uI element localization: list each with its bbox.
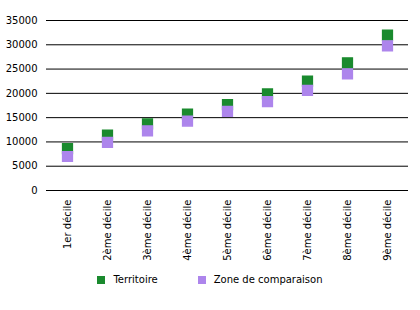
svg-text:2ème décile: 2ème décile — [102, 200, 113, 261]
svg-text:1er décile: 1er décile — [62, 200, 73, 250]
svg-text:9ème décile: 9ème décile — [382, 200, 393, 261]
svg-text:5000: 5000 — [12, 160, 37, 171]
svg-text:25000: 25000 — [6, 63, 38, 74]
svg-text:5ème décile: 5ème décile — [222, 200, 233, 261]
svg-text:15000: 15000 — [6, 112, 38, 123]
svg-text:30000: 30000 — [6, 39, 38, 50]
svg-text:8ème décile: 8ème décile — [342, 200, 353, 261]
svg-text:7ème décile: 7ème décile — [302, 200, 313, 261]
svg-text:3ème décile: 3ème décile — [142, 200, 153, 261]
svg-text:10000: 10000 — [6, 136, 38, 147]
svg-text:4ème décile: 4ème décile — [182, 200, 193, 261]
html-text:Territoire: Territoire — [113, 274, 158, 285]
svg-text:35000: 35000 — [6, 15, 38, 26]
html-text:Zone de comparaison: Zone de comparaison — [213, 274, 323, 285]
svg-text:6ème décile: 6ème décile — [262, 200, 273, 261]
svg-text:0: 0 — [31, 185, 37, 196]
svg-text:20000: 20000 — [6, 88, 38, 99]
